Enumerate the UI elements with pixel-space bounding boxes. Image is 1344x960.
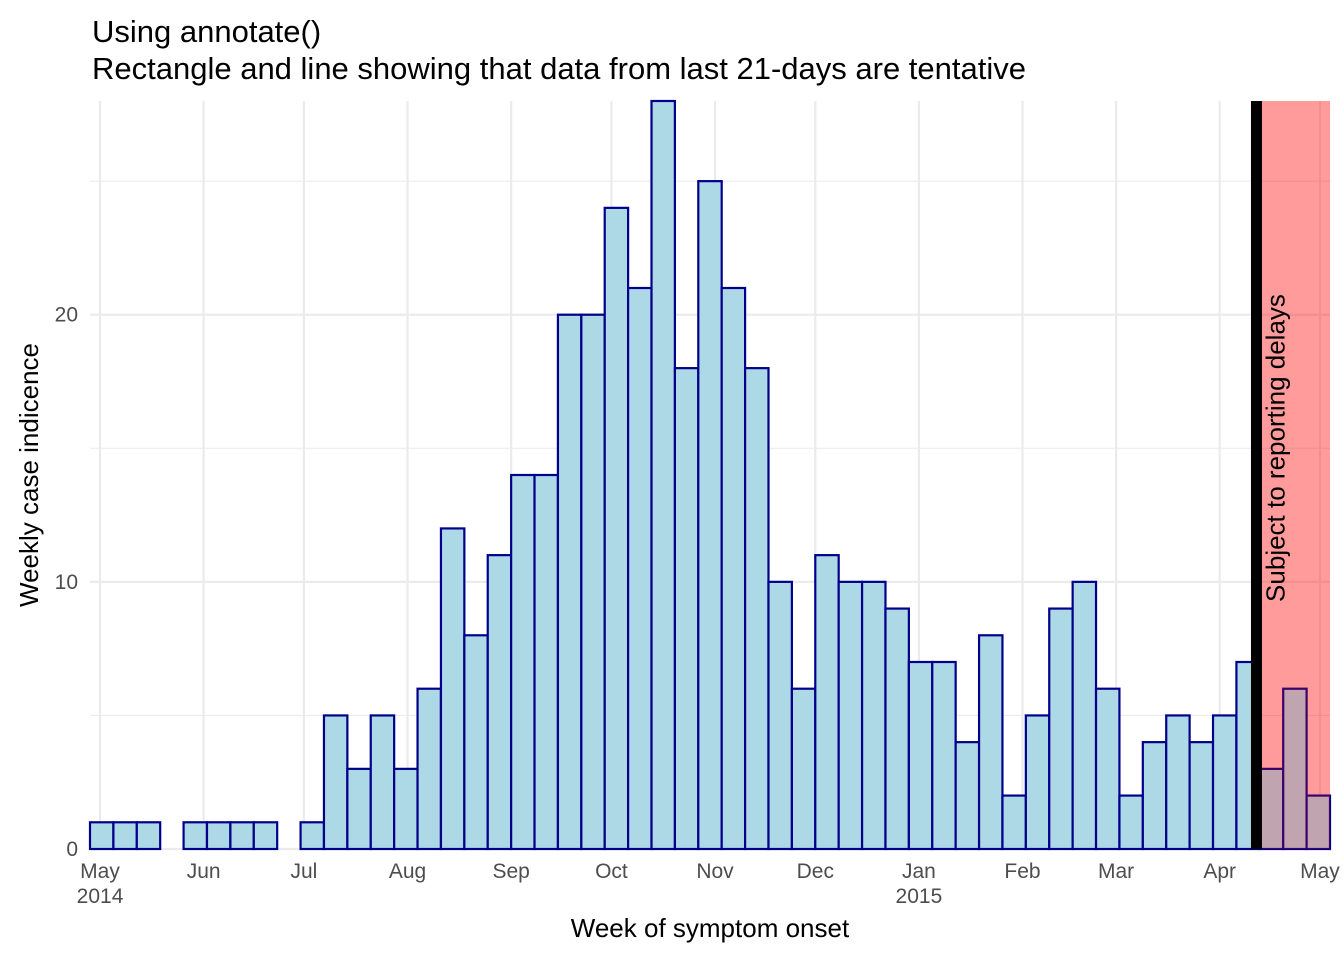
bar — [1048, 607, 1074, 851]
bar — [533, 473, 560, 851]
bar — [743, 367, 770, 851]
bar — [369, 714, 396, 851]
x-tick-label: Dec — [797, 860, 834, 883]
bar — [322, 714, 349, 851]
bar — [720, 286, 747, 851]
bar — [837, 580, 864, 851]
bar — [439, 527, 466, 851]
x-tick-label: Jun — [187, 860, 221, 883]
y-axis-ticks: 0 10 20 — [55, 304, 78, 861]
bar — [1001, 794, 1027, 851]
bar — [884, 607, 910, 851]
bar — [767, 580, 793, 851]
chart-subtitle: Rectangle and line showing that data fro… — [92, 51, 1026, 86]
y-tick-label: 0 — [66, 838, 78, 861]
bar — [977, 634, 1004, 851]
x-tick-label: Jan — [902, 860, 936, 883]
x-tick-label: Sep — [492, 860, 529, 883]
x-tick-label: Jul — [290, 860, 317, 883]
x-tick-label: Nov — [696, 860, 734, 883]
x-tick-sublabel: 2014 — [77, 885, 124, 908]
bar — [252, 821, 279, 851]
annotation-text: Subject to reporting delays — [1260, 294, 1290, 602]
bar — [1282, 687, 1308, 851]
bar — [486, 554, 513, 851]
bar — [1188, 741, 1215, 851]
bar — [954, 741, 981, 851]
x-tick-label: Aug — [389, 860, 426, 883]
bar — [1118, 794, 1144, 851]
bar — [416, 687, 443, 851]
bar — [556, 313, 583, 851]
bar — [393, 767, 419, 851]
y-axis-title: Weekly case indicence — [14, 343, 44, 607]
x-tick-label: Apr — [1203, 860, 1236, 883]
bar — [182, 821, 209, 851]
bar — [627, 286, 653, 851]
bar — [790, 687, 817, 851]
x-axis-title: Week of symptom onset — [571, 913, 850, 943]
x-tick-label: Mar — [1098, 860, 1134, 883]
bar — [510, 473, 536, 851]
bar — [814, 554, 840, 851]
x-tick-label: Feb — [1004, 860, 1040, 883]
x-tick-label: May — [80, 860, 120, 883]
bar — [346, 767, 372, 851]
bar — [603, 206, 630, 851]
bar — [1141, 741, 1168, 851]
bar — [907, 660, 934, 851]
chart-title: Using annotate() — [92, 14, 321, 49]
bar — [1165, 714, 1191, 851]
bars — [88, 99, 1332, 851]
x-tick-sublabel: 2015 — [896, 885, 943, 908]
bar — [1024, 714, 1051, 851]
bar — [860, 580, 887, 851]
bar — [88, 821, 115, 851]
bar — [650, 99, 677, 851]
bar — [463, 634, 489, 851]
bar — [580, 313, 606, 851]
x-tick-label: May — [1300, 860, 1340, 883]
bar — [135, 821, 162, 851]
bar — [205, 821, 232, 851]
bar — [1211, 714, 1238, 851]
bar — [697, 180, 723, 851]
bar — [1305, 794, 1332, 851]
bar — [299, 821, 326, 851]
bar — [229, 821, 255, 851]
x-tick-label: Oct — [595, 860, 628, 883]
y-tick-label: 10 — [55, 571, 78, 594]
bar — [1071, 580, 1098, 851]
y-tick-label: 20 — [55, 304, 78, 327]
bar — [673, 367, 700, 851]
bar — [1094, 687, 1121, 851]
tentative-rect-overlay — [1256, 101, 1330, 849]
bar — [112, 821, 138, 851]
bar — [931, 660, 957, 851]
